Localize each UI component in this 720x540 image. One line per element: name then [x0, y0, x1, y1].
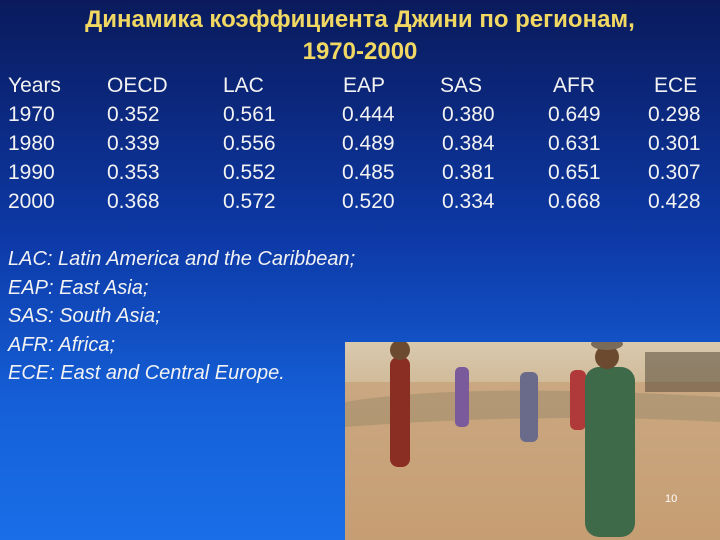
column-header: LAC — [223, 74, 264, 97]
table-cell: 1980 — [8, 132, 55, 155]
table-cell: 0.301 — [648, 132, 701, 155]
column-header: ECE — [654, 74, 698, 97]
page-number: 10 — [665, 493, 678, 505]
note: SAS: South Asia; — [8, 305, 161, 327]
table-cell: 0.444 — [342, 103, 395, 126]
note: AFR: Africa; — [8, 333, 116, 356]
table-cell: 0.428 — [648, 190, 701, 213]
note: LAC: Latin America and the Caribbean; — [8, 248, 356, 270]
table-cell: 1970 — [8, 103, 55, 126]
table-cell: 0.651 — [548, 161, 601, 184]
table-cell: 0.489 — [342, 132, 395, 155]
table-cell: 0.649 — [548, 103, 601, 126]
table-cell: 0.485 — [342, 161, 395, 184]
table-cell: 0.561 — [223, 103, 276, 126]
column-header: Years — [8, 74, 61, 97]
title: 1970-2000 — [302, 38, 418, 65]
table-cell: 0.520 — [342, 190, 395, 213]
note: EAP: East Asia; — [8, 276, 149, 299]
column-header: SAS — [440, 74, 483, 97]
photo — [345, 342, 720, 540]
column-header: EAP — [343, 74, 386, 97]
title: Динамика коэффициента Джини по регионам, — [85, 6, 635, 33]
table-cell: 0.368 — [107, 190, 160, 213]
table-cell: 0.307 — [648, 161, 701, 184]
table-cell: 0.353 — [107, 161, 160, 184]
table-cell: 0.552 — [223, 161, 276, 184]
note: ECE: East and Central Europe. — [8, 362, 285, 384]
table-cell: 0.631 — [548, 132, 601, 155]
column-header: AFR — [553, 74, 595, 97]
table-cell: 0.298 — [648, 103, 701, 126]
table-cell: 1990 — [8, 161, 55, 184]
table-cell: 2000 — [8, 190, 55, 213]
table-cell: 0.334 — [442, 190, 495, 213]
column-header: OECD — [107, 74, 168, 97]
table-cell: 0.381 — [442, 161, 495, 184]
table-cell: 0.556 — [223, 132, 276, 155]
table-cell: 0.384 — [442, 132, 495, 155]
table-cell: 0.572 — [223, 190, 276, 213]
table-cell: 0.380 — [442, 103, 495, 126]
table-cell: 0.668 — [548, 190, 601, 213]
table-cell: 0.339 — [107, 132, 160, 155]
table-cell: 0.352 — [107, 103, 160, 126]
